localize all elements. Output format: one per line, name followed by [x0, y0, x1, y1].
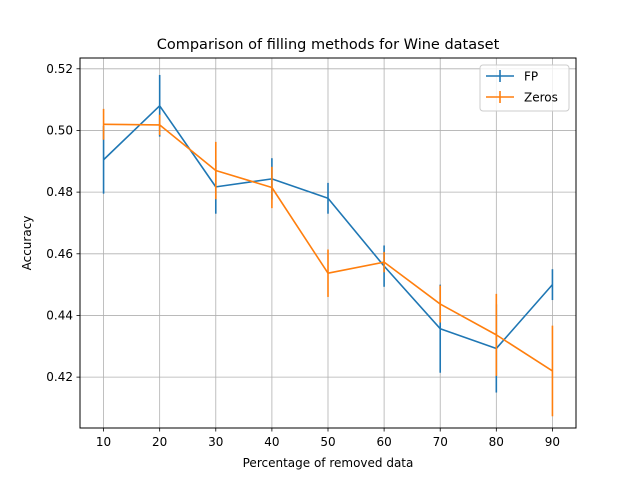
y-tick-label: 0.42	[46, 370, 73, 384]
series-zeros	[102, 108, 554, 417]
x-tick-label: 90	[545, 435, 560, 449]
legend-item-fp: FP	[486, 70, 538, 84]
x-tick-label: 40	[264, 435, 279, 449]
legend-label-fp: FP	[524, 70, 538, 84]
x-tick-label: 80	[489, 435, 504, 449]
y-axis: 0.42 0.44 0.46 0.48 0.50 0.52	[46, 62, 80, 384]
y-tick-label: 0.52	[46, 62, 73, 76]
y-tick-label: 0.44	[46, 308, 73, 322]
x-tick-label: 10	[96, 435, 111, 449]
y-tick-label: 0.46	[46, 247, 73, 261]
x-tick-label: 70	[433, 435, 448, 449]
x-tick-label: 60	[376, 435, 391, 449]
x-tick-label: 30	[208, 435, 223, 449]
x-axis: 10 20 30 40 50 60 70 80 90	[96, 428, 560, 449]
legend-label-zeros: Zeros	[524, 91, 558, 105]
x-axis-label: Percentage of removed data	[243, 456, 414, 470]
x-tick-label: 50	[320, 435, 335, 449]
series-layer	[102, 74, 554, 417]
chart-title: Comparison of filling methods for Wine d…	[157, 37, 500, 53]
y-tick-label: 0.50	[46, 123, 73, 137]
x-tick-label: 20	[152, 435, 167, 449]
y-tick-label: 0.48	[46, 185, 73, 199]
legend: FP Zeros	[479, 64, 570, 112]
y-axis-label: Accuracy	[20, 216, 34, 271]
legend-item-zeros: Zeros	[486, 91, 558, 105]
